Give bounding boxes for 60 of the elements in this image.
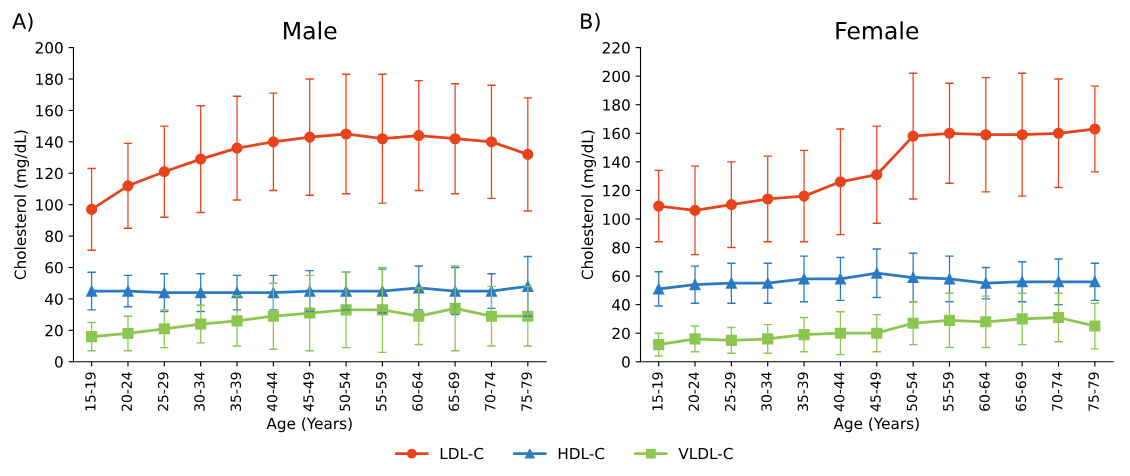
x-tick-label: 75-79	[521, 372, 532, 411]
y-tick-label: 160	[36, 104, 63, 117]
y-tick-label: 80	[45, 230, 63, 243]
x-tick-label: 30-34	[761, 372, 772, 411]
x-tick-label: 65-69	[448, 372, 460, 411]
x-tick-label: 25-29	[724, 372, 736, 411]
x-tick-label: 20-24	[688, 372, 700, 411]
x-tick-label: 25-29	[157, 372, 169, 411]
x-tick-label: 30-34	[194, 372, 205, 411]
y-tick-label: 40	[612, 299, 630, 311]
text: B)	[581, 12, 600, 32]
y-tick-label: 100	[36, 199, 63, 211]
y-tick-label: 0	[622, 356, 630, 368]
x-tick-label: 45-49	[870, 372, 881, 412]
chart-title: Female	[836, 21, 919, 40]
x-tick-label: 70-74	[485, 372, 496, 411]
y-tick-label: 140	[36, 136, 63, 148]
x-tick-label: 40-44	[266, 372, 278, 412]
y-tick-label: 180	[36, 73, 63, 86]
x-tick-label: 40-44	[833, 372, 845, 412]
y-axis-title: Cholesterol (mg/dL)	[581, 130, 597, 280]
x-tick-label: 65-69	[1015, 372, 1027, 411]
x-tick-label: 55-59	[375, 372, 387, 411]
x-tick-label: 35-39	[797, 372, 809, 411]
x-tick-label: 60-64	[979, 372, 990, 411]
x-tick-label: 15-19	[85, 372, 96, 411]
y-tick-label: 20	[45, 324, 63, 337]
y-tick-label: 20	[612, 327, 630, 340]
x-tick-label: 20-24	[121, 372, 132, 411]
legend-label: HDL-C	[558, 447, 605, 460]
x-tick-label: 15-19	[652, 372, 663, 411]
y-tick-label: 120	[603, 184, 630, 197]
y-tick-label: 120	[36, 167, 63, 180]
x-tick-label: 35-39	[230, 372, 242, 411]
x-tick-label: 55-59	[943, 372, 954, 411]
y-axis-title: Cholesterol (mg/dL)	[14, 130, 30, 280]
x-axis-title: Age (Years)	[266, 417, 352, 433]
y-tick-label: 180	[603, 99, 630, 111]
y-tick-label: 0	[55, 356, 63, 368]
y-tick-label: 220	[602, 42, 630, 54]
y-tick-label: 200	[602, 70, 630, 83]
x-tick-label: 45-49	[303, 372, 314, 412]
text: A)	[12, 12, 33, 32]
x-axis-title: Age (Years)	[833, 417, 919, 433]
x-tick-label: 70-74	[1052, 372, 1063, 411]
x-tick-label: 75-79	[1088, 372, 1099, 411]
legend-label: VLDL-C	[678, 447, 733, 460]
x-tick-label: 50-54	[906, 372, 918, 411]
y-tick-label: 200	[35, 42, 63, 54]
x-tick-label: 50-54	[339, 372, 351, 411]
legend-label: LDL-C	[440, 447, 484, 460]
y-tick-label: 60	[612, 270, 630, 283]
y-tick-label: 80	[612, 241, 630, 254]
y-tick-label: 40	[45, 293, 63, 305]
y-tick-label: 140	[603, 156, 630, 168]
chart-title: Male	[284, 21, 337, 40]
y-tick-label: 60	[45, 261, 63, 274]
y-tick-label: 100	[603, 213, 630, 225]
y-tick-label: 160	[603, 127, 630, 140]
x-tick-label: 60-64	[412, 372, 423, 411]
